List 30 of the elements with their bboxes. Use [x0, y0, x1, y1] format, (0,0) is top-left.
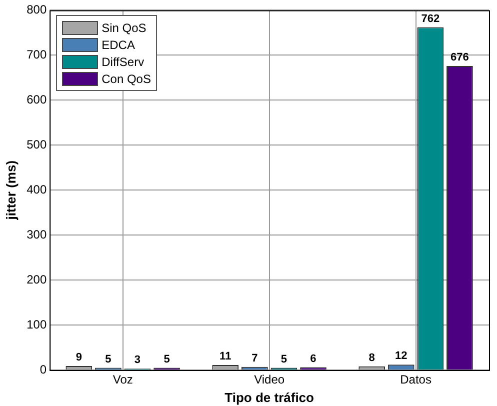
data-label: 5: [105, 353, 112, 366]
y-tick-label: 800: [26, 2, 47, 17]
data-label: 5: [164, 353, 170, 366]
legend-label: EDCA: [102, 38, 135, 52]
legend-label: Con QoS: [102, 72, 151, 86]
y-axis-title: jitter (ms): [3, 160, 18, 221]
x-axis-title: Tipo de tráfico: [224, 390, 314, 405]
data-label: 9: [76, 351, 82, 364]
data-label: 7: [252, 352, 258, 364]
data-label: 12: [395, 350, 408, 362]
data-label: 11: [220, 350, 232, 363]
data-label: 676: [450, 52, 469, 64]
x-tick-label: Datos: [400, 372, 432, 387]
y-tick-label: 600: [26, 92, 47, 106]
legend-label: DiffServ: [102, 54, 144, 69]
legend-label: Sin QoS: [102, 20, 146, 35]
data-label: 6: [310, 352, 316, 365]
y-tick-label: 300: [26, 227, 47, 242]
y-tick-label: 200: [26, 272, 47, 286]
x-tick-label: Video: [254, 372, 285, 387]
data-label: 8: [368, 352, 375, 364]
data-label: 5: [280, 353, 288, 366]
data-label: 3: [134, 354, 141, 366]
y-tick-label: 500: [26, 137, 47, 152]
y-tick-label: 700: [26, 47, 47, 62]
y-tick-label: 400: [26, 182, 47, 196]
data-label: 762: [421, 12, 440, 25]
y-tick-label: 0: [40, 362, 47, 376]
x-tick-label: Voz: [112, 372, 133, 387]
y-tick-label: 100: [26, 317, 47, 332]
